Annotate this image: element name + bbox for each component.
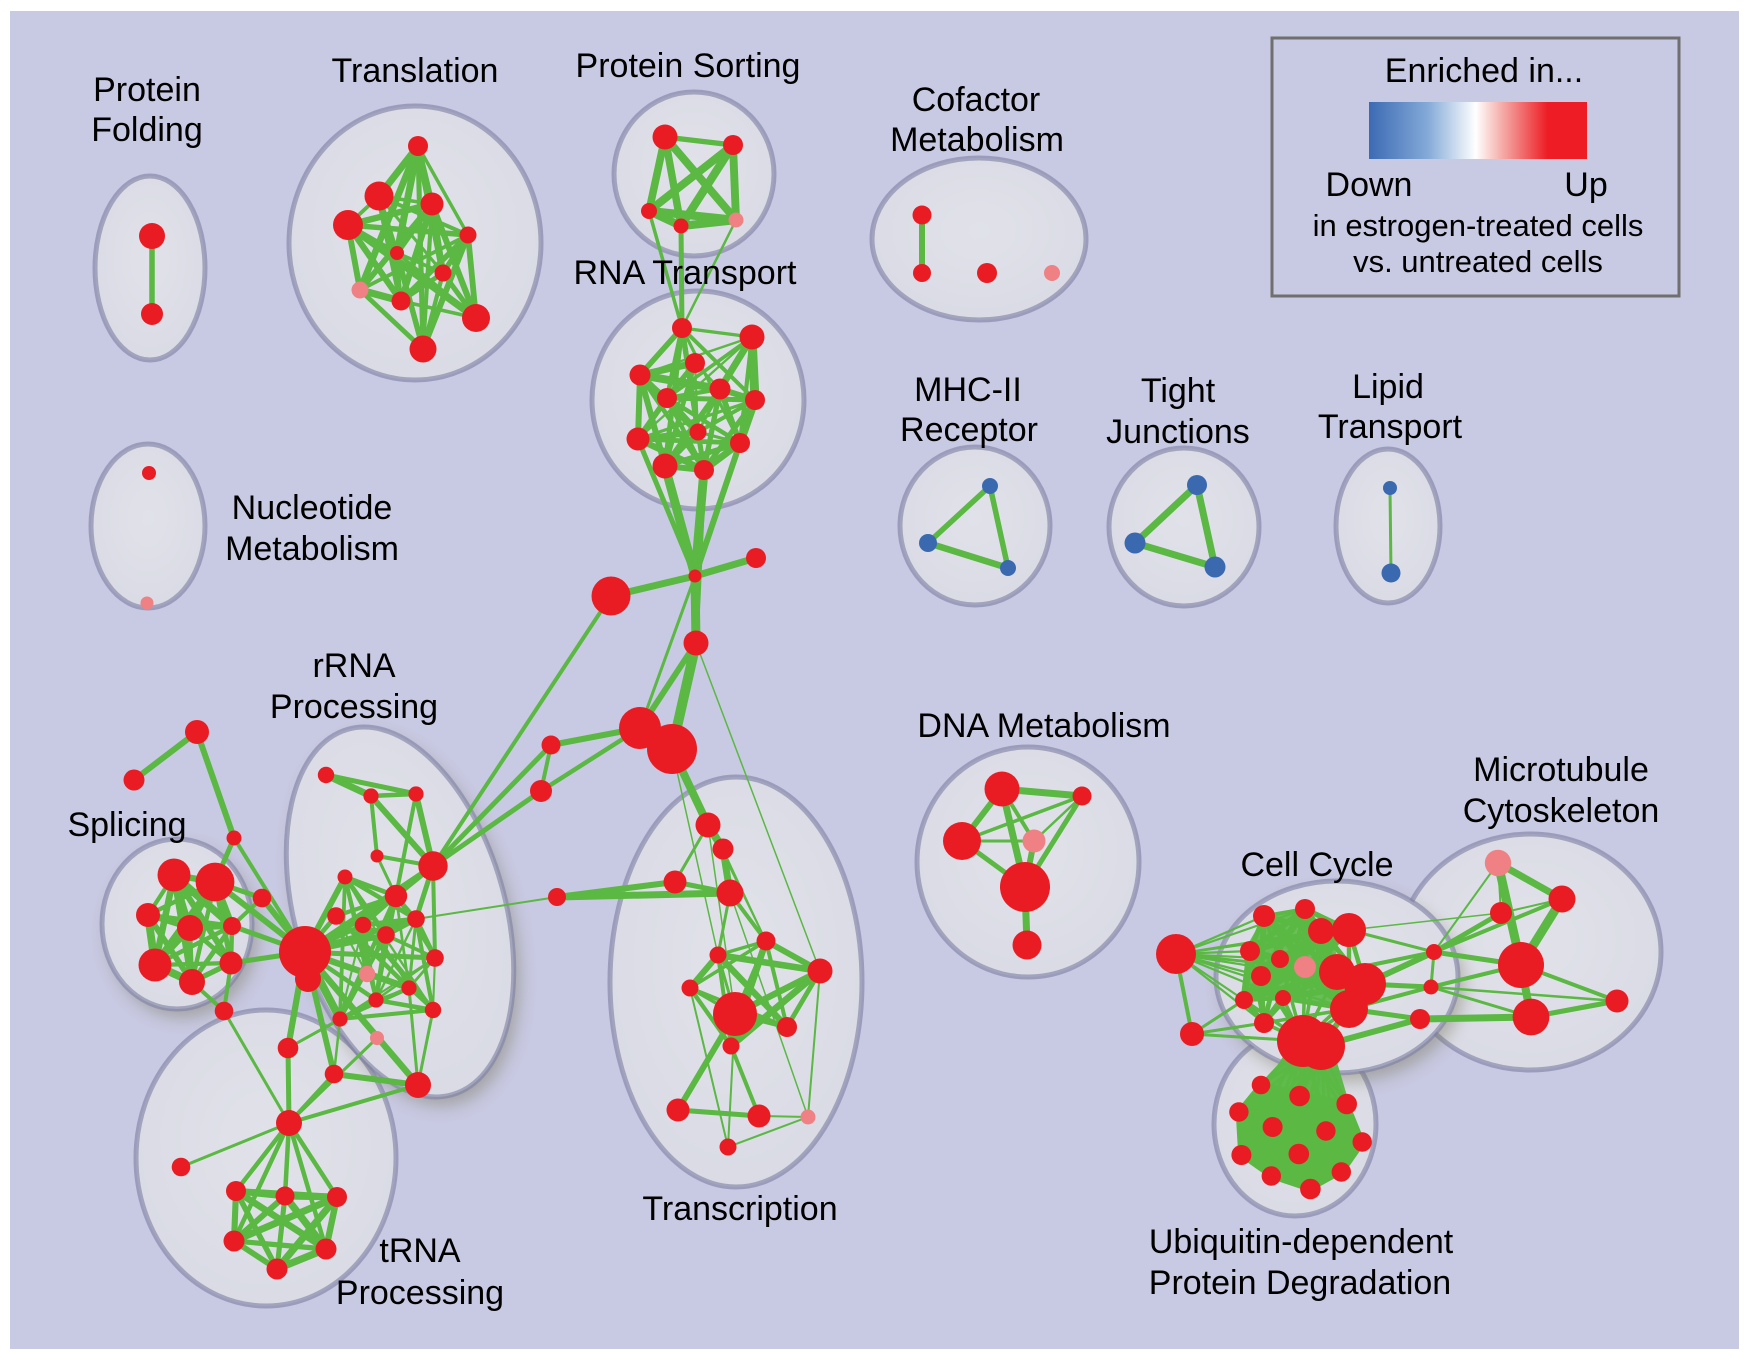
svg-text:Receptor: Receptor (900, 411, 1038, 449)
svg-text:Protein: Protein (93, 71, 201, 109)
svg-text:MHC-II: MHC-II (914, 371, 1022, 409)
svg-text:Ubiquitin-dependent: Ubiquitin-dependent (1149, 1223, 1454, 1261)
svg-text:Tight: Tight (1141, 372, 1216, 410)
svg-text:Metabolism: Metabolism (890, 121, 1064, 159)
svg-text:Processing: Processing (336, 1274, 504, 1312)
svg-text:rRNA: rRNA (312, 647, 395, 685)
svg-text:Cytoskeleton: Cytoskeleton (1463, 792, 1660, 830)
svg-text:Lipid: Lipid (1352, 368, 1424, 406)
svg-text:Up: Up (1564, 166, 1607, 204)
svg-text:vs. untreated cells: vs. untreated cells (1353, 244, 1603, 279)
svg-text:Processing: Processing (270, 688, 438, 726)
svg-text:Microtubule: Microtubule (1473, 751, 1649, 789)
svg-text:Protein Degradation: Protein Degradation (1149, 1264, 1451, 1302)
svg-text:Enriched in...: Enriched in... (1385, 52, 1583, 90)
svg-text:Transcription: Transcription (642, 1190, 837, 1228)
svg-text:DNA Metabolism: DNA Metabolism (917, 707, 1170, 745)
svg-text:Transport: Transport (1318, 408, 1463, 446)
svg-text:Folding: Folding (91, 111, 203, 149)
svg-text:Metabolism: Metabolism (225, 530, 399, 568)
svg-text:Protein Sorting: Protein Sorting (576, 47, 801, 85)
svg-text:RNA Transport: RNA Transport (574, 254, 798, 292)
svg-text:Down: Down (1326, 166, 1413, 204)
svg-text:Splicing: Splicing (67, 806, 186, 844)
svg-text:Junctions: Junctions (1106, 413, 1250, 451)
svg-text:Nucleotide: Nucleotide (232, 489, 393, 527)
svg-text:tRNA: tRNA (379, 1232, 461, 1270)
svg-text:Cell Cycle: Cell Cycle (1240, 846, 1393, 884)
svg-text:in estrogen-treated cells: in estrogen-treated cells (1313, 208, 1644, 243)
svg-text:Cofactor: Cofactor (912, 81, 1041, 119)
svg-text:Translation: Translation (332, 52, 499, 90)
